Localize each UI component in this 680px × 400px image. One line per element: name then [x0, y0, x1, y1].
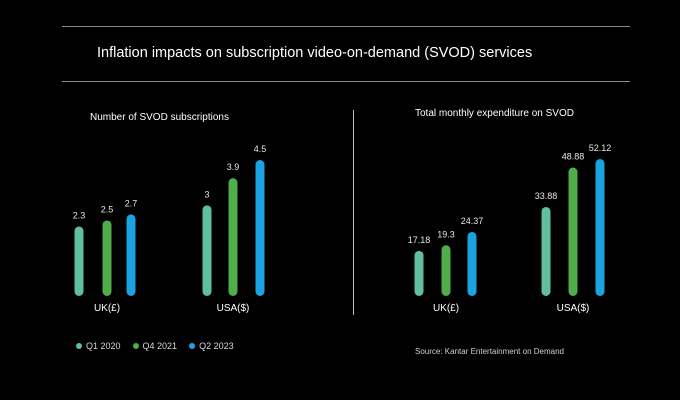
- data-label: 2.7: [125, 198, 138, 208]
- legend-label: Q2 2023: [199, 341, 234, 351]
- bar-chart1-uk-s1: [441, 245, 451, 296]
- bar-chart1-usa-s1: [568, 167, 578, 296]
- bar-chart1-uk-s0: [414, 250, 424, 296]
- chart-divider: [353, 110, 354, 315]
- data-label: 52.12: [589, 143, 612, 153]
- bar-chart0-usa-s1: [228, 178, 238, 296]
- left-chart-title: Number of SVOD subscriptions: [90, 112, 229, 123]
- bar-chart1-usa-s0: [541, 206, 551, 296]
- data-label: 17.18: [408, 235, 431, 245]
- bar-chart0-uk-s2: [126, 214, 136, 296]
- bar-chart1-uk-s2: [467, 231, 477, 296]
- data-label: 3.9: [227, 162, 240, 172]
- title-underline: [62, 81, 630, 82]
- data-label: 2.3: [73, 210, 86, 220]
- category-label: USA($): [557, 303, 590, 314]
- legend-item-q1-2020: Q1 2020: [76, 341, 121, 351]
- data-label: 19.3: [437, 229, 455, 239]
- main-title: Inflation impacts on subscription video-…: [97, 45, 533, 61]
- bar-chart0-uk-s0: [74, 226, 84, 296]
- data-label: 2.5: [101, 204, 114, 214]
- data-label: 24.37: [461, 216, 484, 226]
- data-label: 4.5: [254, 144, 267, 154]
- bar-chart1-usa-s2: [595, 159, 605, 296]
- legend: Q1 2020 Q4 2021 Q2 2023: [76, 341, 234, 351]
- legend-swatch-q1-2020: [76, 343, 82, 349]
- bar-chart0-usa-s2: [255, 160, 265, 296]
- category-label: UK(£): [433, 303, 459, 314]
- legend-swatch-q4-2021: [132, 343, 139, 349]
- legend-item-q2-2023: Q2 2023: [189, 341, 234, 351]
- data-label: 48.88: [562, 152, 585, 162]
- category-label: UK(£): [94, 303, 120, 314]
- legend-label: Q1 2020: [86, 341, 121, 351]
- legend-item-q4-2021: Q4 2021: [132, 341, 178, 351]
- data-label: 3: [204, 189, 209, 199]
- category-label: USA($): [217, 303, 250, 314]
- bar-chart0-uk-s1: [102, 220, 112, 296]
- bar-chart0-usa-s0: [202, 205, 212, 296]
- legend-swatch-q2-2023: [189, 343, 196, 349]
- right-chart-title: Total monthly expenditure on SVOD: [415, 108, 574, 119]
- source-note: Source: Kantar Entertainment on Demand: [415, 347, 564, 356]
- legend-label: Q4 2021: [142, 341, 178, 351]
- top-rule: [62, 26, 630, 27]
- data-label: 33.88: [535, 191, 558, 201]
